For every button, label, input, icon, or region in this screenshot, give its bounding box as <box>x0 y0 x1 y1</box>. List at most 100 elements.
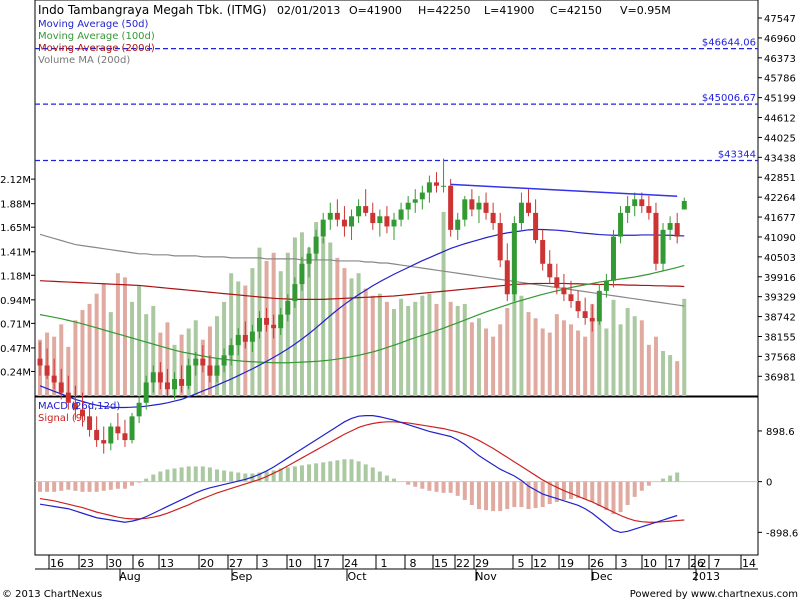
volume-bar <box>370 295 375 396</box>
candle-body <box>136 402 142 417</box>
candle-body <box>94 429 100 441</box>
macd-histogram-bar <box>186 466 191 482</box>
x-tick-label: 17 <box>667 557 681 570</box>
macd-histogram-bar <box>207 467 212 482</box>
x-tick-label: 2 <box>700 557 707 570</box>
candle-body <box>164 382 170 390</box>
macd-histogram-bar <box>413 481 418 487</box>
x-tick-label: 20 <box>200 557 214 570</box>
candle-body <box>271 324 277 329</box>
candle-body <box>122 433 128 441</box>
macd-histogram-bar <box>632 481 637 497</box>
price-tick-label: 43438 <box>764 153 796 164</box>
macd-histogram-bar <box>200 466 205 482</box>
x-tick-label: 10 <box>288 557 302 570</box>
volume-bar <box>533 318 538 396</box>
candle-body <box>377 216 383 224</box>
price-tick-label: 45786 <box>764 74 796 85</box>
volume-bar <box>73 320 78 396</box>
candle-body <box>72 402 78 410</box>
macd-histogram-bar <box>356 461 361 482</box>
macd-histogram-bar <box>257 472 262 482</box>
x-tick-label: 13 <box>160 557 174 570</box>
macd-histogram-bar <box>469 481 474 506</box>
macd-histogram-bar <box>597 481 602 507</box>
volume-bar <box>108 312 113 396</box>
x-tick-label: 6 <box>138 557 145 570</box>
volume-bar <box>526 312 531 396</box>
volume-bar <box>441 211 446 396</box>
candle-body <box>511 223 517 295</box>
macd-histogram-bar <box>38 481 42 492</box>
volume-bar <box>583 336 588 396</box>
legend-macd: MACD (26d,12d) <box>38 401 120 412</box>
candlesticks <box>37 158 687 454</box>
macd-histogram-bar <box>45 481 50 492</box>
volume-bar <box>661 350 666 396</box>
macd-histogram-bar <box>271 470 276 482</box>
macd-histogram-bar <box>427 481 432 491</box>
x-tick-label: 15 <box>434 557 448 570</box>
macd-histogram-bar <box>448 481 453 493</box>
candle-body <box>426 182 432 193</box>
candle-body <box>51 375 57 383</box>
macd-histogram-bar <box>165 469 170 482</box>
candle-body <box>87 416 93 430</box>
macd-histogram-bar <box>675 472 680 482</box>
macd-histogram-bar <box>158 471 163 482</box>
volume-bar <box>632 316 637 396</box>
candle-body <box>285 301 291 315</box>
candle-body <box>214 365 220 376</box>
trendline-line <box>450 183 678 198</box>
x-tick-label: 3 <box>262 557 269 570</box>
candle-body <box>278 314 284 329</box>
volume-bar <box>406 305 411 396</box>
volume-bar <box>215 316 219 396</box>
candle-body <box>200 358 206 366</box>
candle-body <box>589 318 595 322</box>
month-label: 2013 <box>692 570 720 583</box>
volume-bar <box>151 305 156 396</box>
x-tick-label: 26 <box>690 557 704 570</box>
x-tick-label: 3 <box>621 557 628 570</box>
macd-histogram-bar <box>639 481 644 491</box>
candle-body <box>533 212 539 241</box>
axes: 47547 46960 46373 45786 45199 44612 44025 43438… <box>0 14 798 583</box>
legend-ma50: Moving Average (50d) <box>38 19 149 30</box>
macd-histogram-bar <box>122 481 127 489</box>
macd-histogram-bar <box>137 481 142 483</box>
x-tick-label: 14 <box>742 557 756 570</box>
volume-bar <box>455 305 460 396</box>
volume-bar <box>653 336 658 396</box>
price-tick-label: 37568 <box>764 352 796 363</box>
volume-tick-label: 1.41M <box>0 248 31 259</box>
candle-body <box>129 416 135 441</box>
volume-bar <box>335 257 340 396</box>
volume-bar <box>66 346 71 396</box>
candle-body <box>398 209 404 220</box>
macd-lines <box>35 415 758 534</box>
x-tick-label: 23 <box>80 557 94 570</box>
candle-body <box>490 212 496 224</box>
macd-histogram-bar <box>172 468 177 482</box>
volume-bar <box>554 314 559 396</box>
chart-title: Indo Tambangraya Megah Tbk. (ITMG) <box>38 3 267 17</box>
macd-histogram-bar <box>193 466 198 482</box>
volume-bar <box>512 293 517 396</box>
candle-body <box>249 331 255 342</box>
macd-histogram-bar <box>299 465 304 482</box>
month-label: Dec <box>591 570 612 583</box>
macd-histogram-bar <box>94 481 99 492</box>
candle-body <box>179 379 185 386</box>
x-tick-label: 8 <box>410 557 417 570</box>
macd-histogram-bar <box>646 481 651 486</box>
price-level-label: $46644.06 <box>702 38 756 49</box>
volume-bar <box>165 322 170 396</box>
price-tick-label: 46960 <box>764 34 796 45</box>
x-tick-label: 19 <box>560 557 574 570</box>
volume-bar <box>392 309 396 396</box>
volume-bar <box>413 301 418 396</box>
candle-body <box>370 212 376 224</box>
candle-body <box>341 219 347 227</box>
price-tick-label: 42264 <box>764 193 796 204</box>
